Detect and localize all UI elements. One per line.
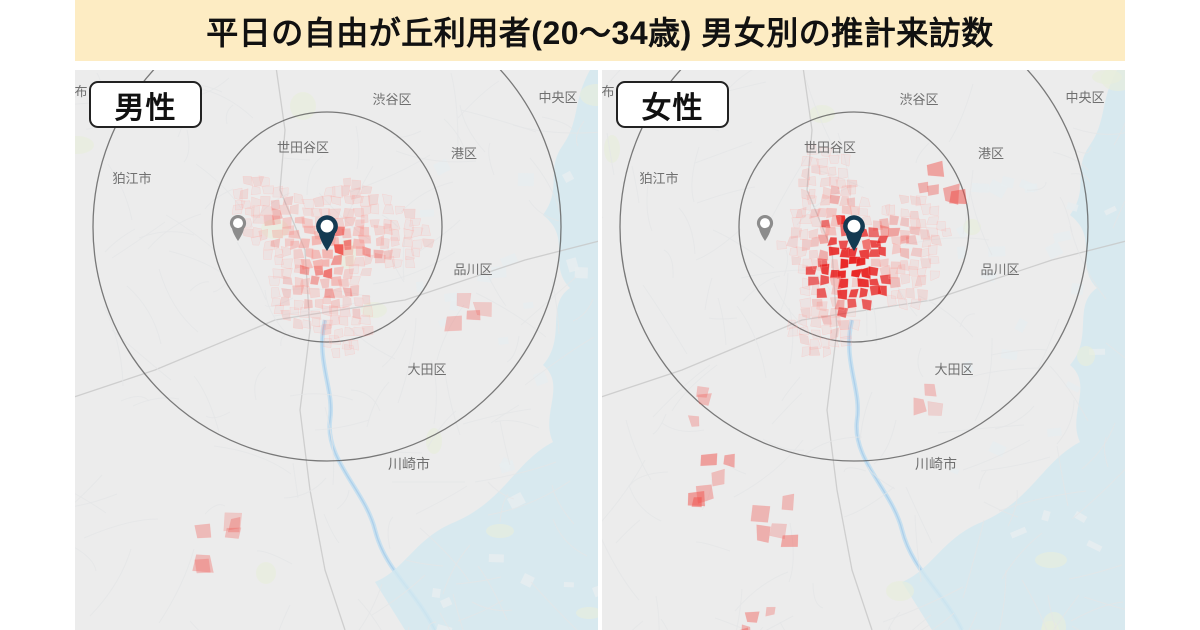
svg-text:港区: 港区	[451, 146, 477, 161]
svg-text:世田谷区: 世田谷区	[277, 140, 329, 155]
svg-text:狛江市: 狛江市	[112, 171, 151, 186]
svg-text:品川区: 品川区	[980, 262, 1019, 277]
svg-text:中央区: 中央区	[1065, 90, 1104, 105]
svg-text:大田区: 大田区	[934, 362, 973, 377]
svg-text:品川区: 品川区	[453, 262, 492, 277]
svg-text:布: 布	[602, 84, 615, 99]
svg-text:川崎市: 川崎市	[388, 456, 430, 472]
svg-text:中央区: 中央区	[538, 90, 577, 105]
svg-text:布: 布	[75, 84, 88, 99]
svg-text:狛江市: 狛江市	[639, 171, 678, 186]
svg-text:世田谷区: 世田谷区	[804, 140, 856, 155]
svg-text:渋谷区: 渋谷区	[899, 92, 938, 107]
svg-text:渋谷区: 渋谷区	[372, 92, 411, 107]
svg-text:港区: 港区	[978, 146, 1004, 161]
svg-text:大田区: 大田区	[407, 362, 446, 377]
svg-text:川崎市: 川崎市	[915, 456, 957, 472]
